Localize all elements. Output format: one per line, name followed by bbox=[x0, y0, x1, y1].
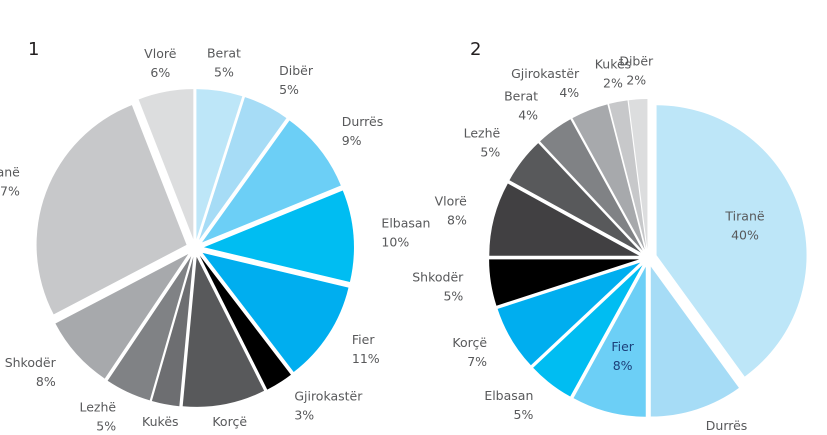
slice-label-name: Shkodër bbox=[5, 355, 57, 370]
slice-label-value: 9% bbox=[220, 433, 240, 435]
pie-slice bbox=[151, 256, 194, 407]
slice-label-value: 11% bbox=[352, 351, 380, 366]
pie-slice bbox=[199, 255, 291, 390]
slice-label-value: 10% bbox=[381, 234, 409, 249]
slice-label-value: 5% bbox=[214, 64, 234, 79]
chart-title: 1 bbox=[28, 39, 39, 60]
slice-label-value: 7% bbox=[467, 354, 487, 369]
slice-label-name: Gjirokastër bbox=[294, 388, 363, 403]
slice-label: Durrës 9% bbox=[342, 114, 384, 148]
slice-label: Dibër 5% bbox=[279, 63, 314, 97]
slice-label-name: Shkodër bbox=[412, 269, 464, 284]
slice-label-value: 9% bbox=[342, 133, 362, 148]
pie-slice bbox=[138, 89, 194, 240]
slice-label-name: Vlorë bbox=[435, 193, 468, 208]
slice-label: Vlorë 6% bbox=[144, 46, 177, 80]
slice-label-value: 8% bbox=[613, 358, 633, 373]
pie-slice bbox=[199, 97, 287, 240]
slice-label: Dibër 2% bbox=[619, 53, 654, 87]
slice-label: Gjirokastër 4% bbox=[511, 66, 580, 100]
slice-label-name: Kukës bbox=[142, 414, 179, 429]
slice-label: Berat 5% bbox=[207, 45, 241, 79]
slice-label-name: Dibër bbox=[279, 63, 314, 78]
slice-label-name: Lezhë bbox=[80, 400, 117, 415]
slice-label-name: Tiranë bbox=[724, 208, 764, 223]
slice-label-value: 6% bbox=[150, 65, 170, 80]
slice-label-value: 40% bbox=[731, 227, 759, 242]
slice-label: Fier 8% bbox=[611, 339, 634, 373]
slice-label-name: Korçë bbox=[452, 335, 487, 350]
slice-label-value: 2% bbox=[626, 72, 646, 87]
pie-slice bbox=[533, 265, 643, 397]
pie-slice bbox=[656, 105, 807, 377]
slice-label: Elbasan 10% bbox=[381, 215, 430, 249]
pie-slice bbox=[202, 252, 349, 373]
pie-slice bbox=[36, 105, 187, 315]
slice-label-value: 5% bbox=[96, 419, 116, 434]
slice-label: Tiranë 27% bbox=[0, 165, 20, 199]
slice-label: Lezhë 5% bbox=[80, 400, 117, 434]
pie-slice bbox=[196, 89, 243, 240]
pie-slice bbox=[573, 266, 646, 417]
slice-label-value: 3% bbox=[294, 407, 314, 422]
slice-label-name: Tiranë bbox=[0, 165, 20, 180]
pie-slice bbox=[497, 262, 641, 366]
slice-label-name: Gjirokastër bbox=[511, 66, 580, 81]
slice-label: Elbasan 5% bbox=[484, 388, 533, 422]
pie-slice bbox=[203, 190, 354, 282]
slice-label-name: Durrës bbox=[706, 418, 748, 433]
slice-label: Lezhë 5% bbox=[464, 125, 501, 159]
slice-label-name: Vlorë bbox=[144, 46, 177, 61]
slice-label-name: Korçë bbox=[212, 414, 247, 429]
slice-label-name: Berat bbox=[207, 45, 241, 60]
pie-slice bbox=[489, 183, 640, 256]
pie-slice bbox=[628, 99, 648, 250]
slice-label-name: Kukës bbox=[595, 56, 632, 71]
slice-label-name: Durrës bbox=[342, 114, 384, 129]
slice-label-value: 5% bbox=[480, 144, 500, 159]
slice-label-name: Lezhë bbox=[464, 125, 501, 140]
slice-label: Kukës 2% bbox=[595, 56, 632, 90]
slice-label: Berat 4% bbox=[504, 89, 538, 123]
slice-label-name: Elbasan bbox=[484, 388, 533, 403]
slice-label: Fier 11% bbox=[352, 332, 380, 366]
slice-label-value: 5% bbox=[279, 82, 299, 97]
pie-slice bbox=[107, 256, 192, 401]
slice-label: Korçë 9% bbox=[212, 414, 247, 435]
slice-label-name: Berat bbox=[504, 89, 538, 104]
slice-label: Shkodër 8% bbox=[5, 355, 57, 389]
pie-slice bbox=[572, 104, 645, 250]
slice-label-value: 2% bbox=[603, 75, 623, 90]
slice-label-name: Fier bbox=[352, 332, 375, 347]
slice-label-value: 3% bbox=[150, 433, 170, 435]
slice-label-value: 5% bbox=[514, 407, 534, 422]
pie-slice bbox=[509, 143, 641, 253]
slice-label: Korçë 7% bbox=[452, 335, 487, 369]
slice-label: Durrës10% bbox=[706, 418, 748, 435]
slice-label-name: Fier bbox=[611, 339, 634, 354]
slice-label-value: 8% bbox=[36, 374, 56, 389]
slice-label: Shkodër 5% bbox=[412, 269, 464, 303]
slice-label-name: Elbasan bbox=[381, 215, 430, 230]
slice-label: Tiranë 40% bbox=[724, 208, 764, 242]
slice-label-name: Dibër bbox=[619, 53, 654, 68]
slice-label-value: 27% bbox=[0, 184, 20, 199]
pie-slice bbox=[609, 100, 647, 250]
pie-slice bbox=[55, 254, 189, 379]
pie-slice bbox=[182, 256, 265, 407]
pie-slice bbox=[202, 120, 341, 243]
pie-slice bbox=[650, 266, 739, 417]
pie-slice bbox=[489, 259, 640, 306]
pie-slice bbox=[540, 119, 643, 251]
slice-label-value: 4% bbox=[518, 108, 538, 123]
slice-label-value: 8% bbox=[447, 212, 467, 227]
slice-label: Kukës 3% bbox=[142, 414, 179, 435]
slice-label-value: 5% bbox=[443, 288, 463, 303]
slice-label: Gjirokastër 3% bbox=[294, 388, 363, 422]
slice-label: Vlorë 8% bbox=[435, 193, 468, 227]
chart-title: 2 bbox=[470, 39, 481, 60]
slice-label-value: 4% bbox=[559, 85, 579, 100]
